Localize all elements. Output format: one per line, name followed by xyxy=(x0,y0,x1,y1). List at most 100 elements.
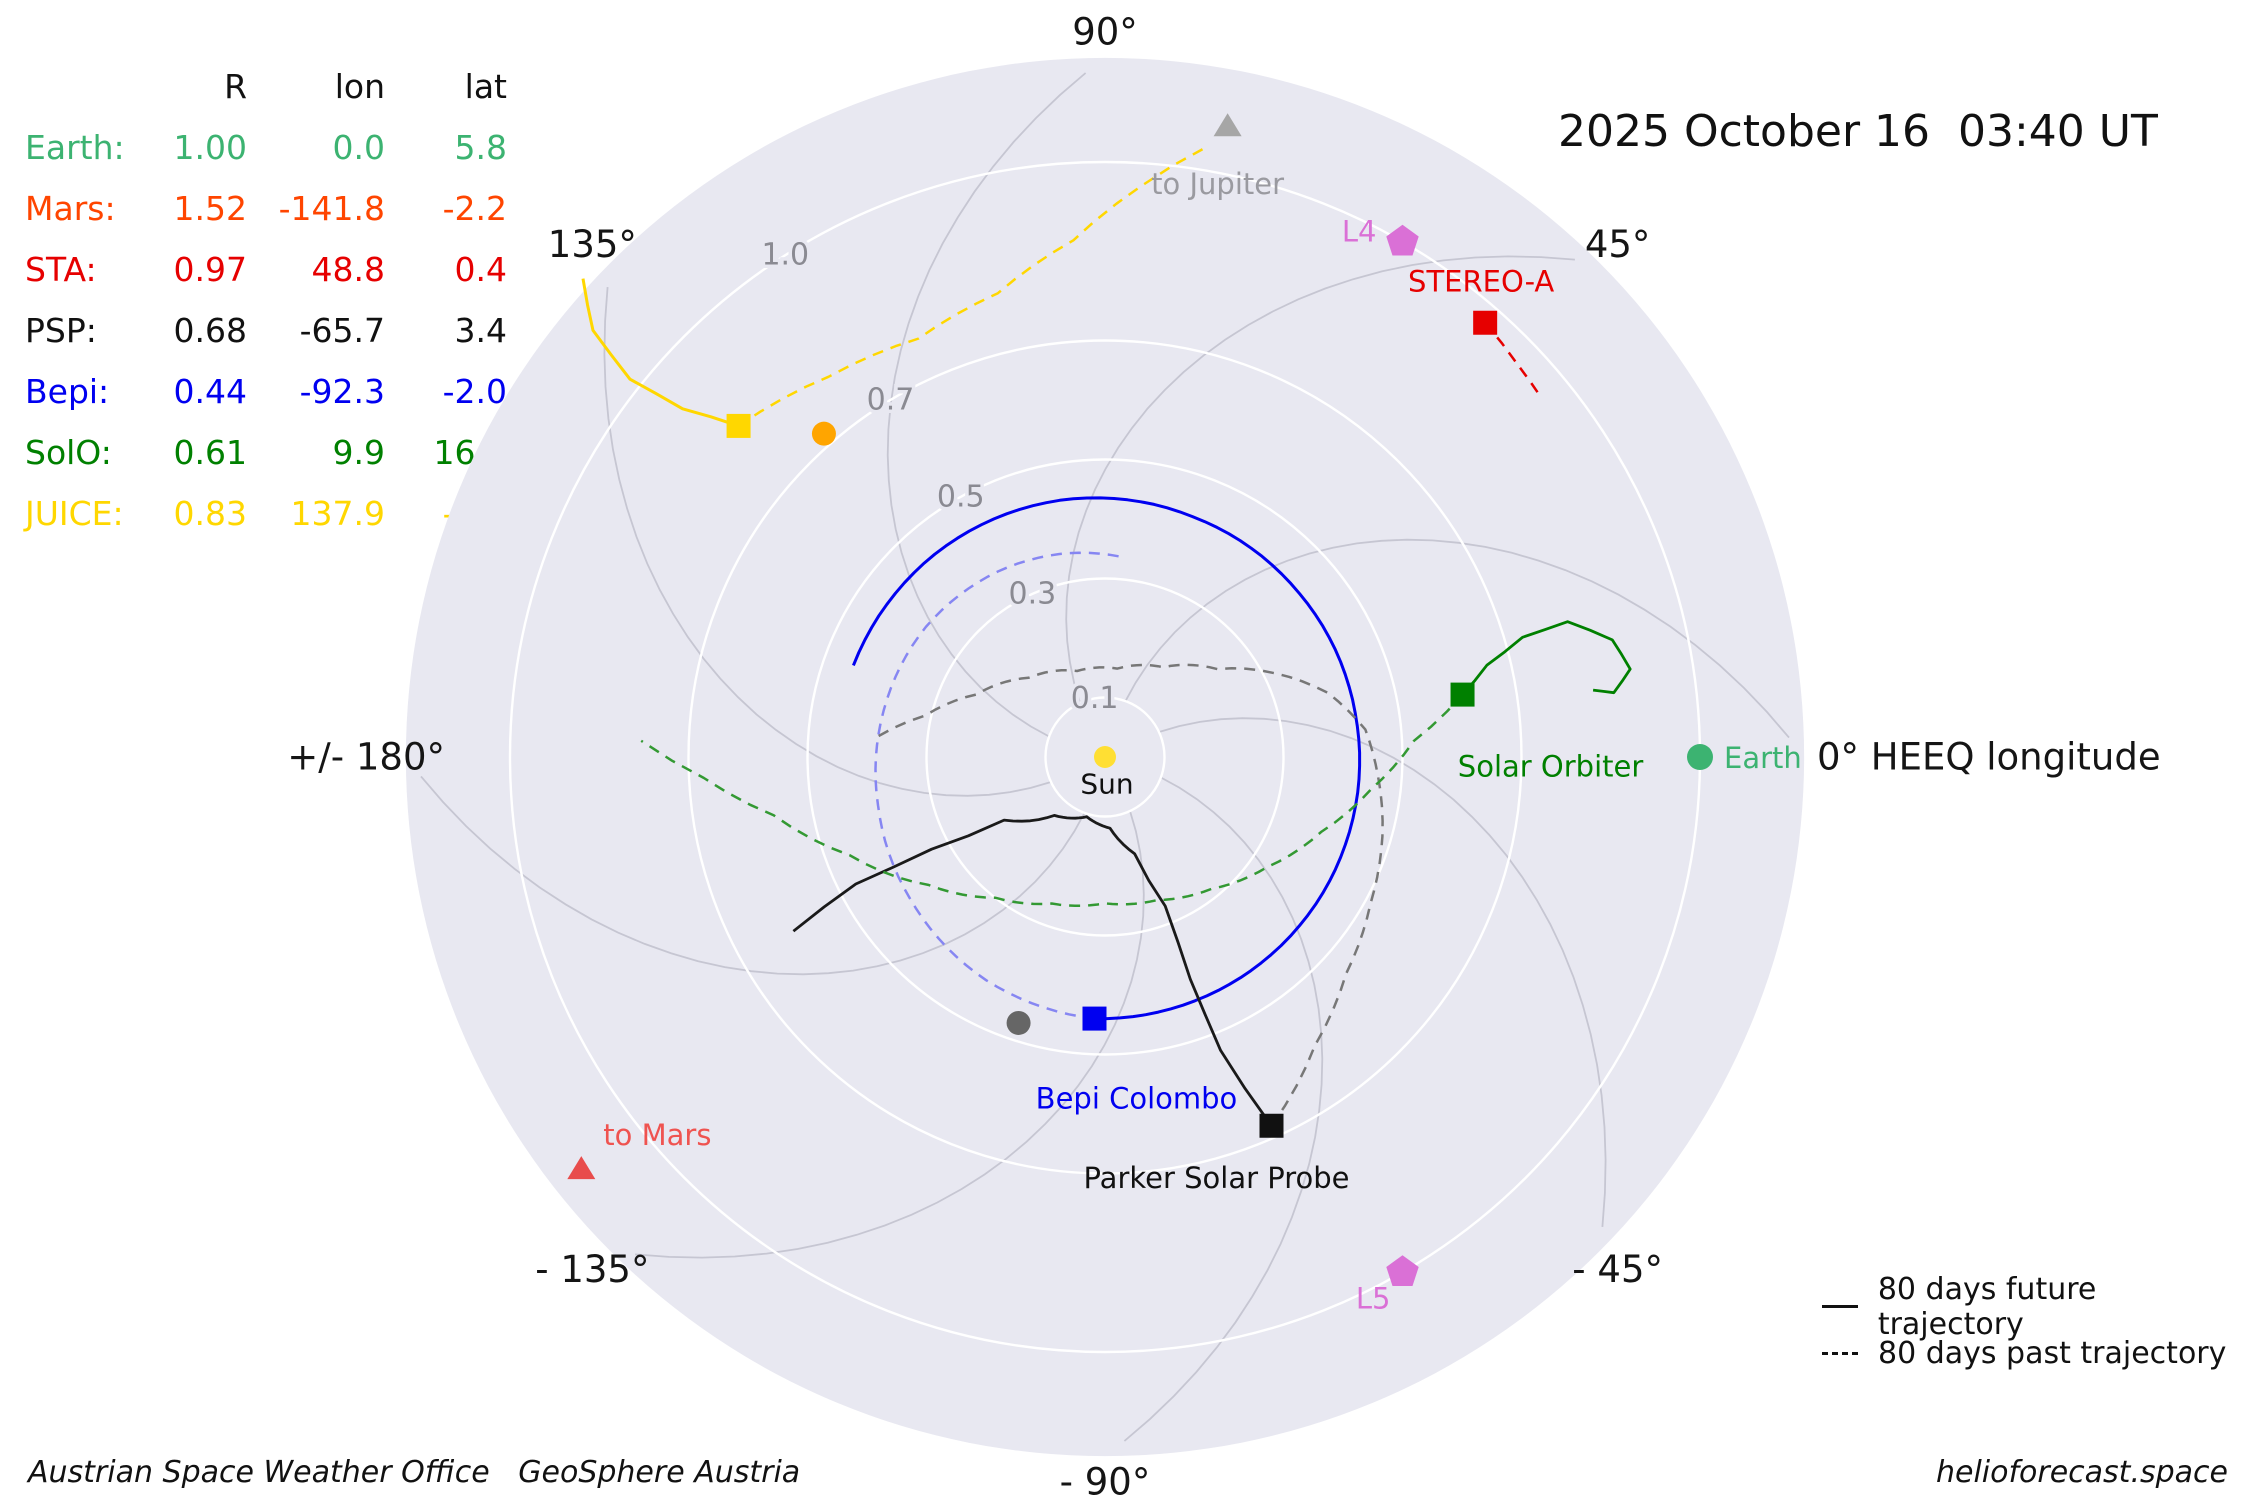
grid-spiral-6 xyxy=(1123,776,1324,1442)
rtick-label-0.1: 0.1 xyxy=(1071,681,1119,716)
parker-solar-probe-label: Parker Solar Probe xyxy=(1083,1161,1349,1195)
footer-left: Austrian Space Weather Office GeoSphere … xyxy=(28,1455,801,1490)
table-label-juice: JUICE: xyxy=(25,494,124,533)
trajectory-solo-past xyxy=(640,693,1464,908)
table-R-bepi: 0.44 xyxy=(173,372,247,411)
table-label-earth: Earth: xyxy=(25,128,125,167)
table-lon-mars: -141.8 xyxy=(278,189,385,228)
datetime-title: 2025 October 16 03:40 UT xyxy=(1558,106,2158,157)
table-header-R: R xyxy=(224,67,247,106)
grid-spiral-1 xyxy=(1065,255,1575,704)
table-lat-bepi: -2.0 xyxy=(442,372,507,411)
lagrange-l5-label: L5 xyxy=(1356,1281,1391,1315)
sun-label: Sun xyxy=(1080,768,1133,801)
lagrange-l4-label: L4 xyxy=(1342,215,1377,249)
grid-spiral-7 xyxy=(1158,717,1607,1227)
legend-solid-line-icon xyxy=(1822,1305,1858,1308)
grid-spiral-0 xyxy=(1124,538,1790,739)
grid-spiral-4 xyxy=(420,775,1086,976)
legend-past-label: 80 days past trajectory xyxy=(1878,1336,2227,1371)
angle-label-90: 90° xyxy=(1072,11,1138,54)
table-R-mars: 1.52 xyxy=(173,189,247,228)
table-header-lat: lat xyxy=(464,67,507,106)
table-lon-sta: 48.8 xyxy=(311,250,385,289)
table-lon-bepi: -92.3 xyxy=(299,372,385,411)
sun-marker xyxy=(1094,746,1116,768)
bepi-colombo-marker xyxy=(1082,1006,1107,1031)
unlabeled-gray-circle-marker xyxy=(1006,1010,1031,1035)
footer-right: helioforecast.space xyxy=(1935,1455,2228,1490)
grid-ring-0.7 xyxy=(687,339,1523,1175)
rtick-label-0.5: 0.5 xyxy=(937,479,985,514)
trajectory-legend: 80 days future trajectory 80 days past t… xyxy=(1822,1272,2250,1377)
trajectory-psp-past xyxy=(876,663,1384,1127)
table-row-earth: Earth: 1.00 0.0 5.8 xyxy=(25,117,507,178)
table-R-psp: 0.68 xyxy=(173,311,247,350)
table-R-juice: 0.83 xyxy=(173,494,247,533)
table-R-earth: 1.00 xyxy=(173,128,247,167)
trajectory-bepi-past xyxy=(874,551,1120,1020)
table-header-lon: lon xyxy=(334,67,385,106)
legend-dashed-line-icon xyxy=(1822,1352,1858,1355)
table-label-bepi: Bepi: xyxy=(25,372,110,411)
table-lon-psp: -65.7 xyxy=(299,311,385,350)
angle-label--135: - 135° xyxy=(535,1248,649,1291)
grid-spiral-5 xyxy=(635,810,1145,1259)
legend-future-label: 80 days future trajectory xyxy=(1877,1271,2097,1342)
unlabeled-orange-circle-marker xyxy=(811,421,836,446)
rtick-label-0.7: 0.7 xyxy=(867,382,915,417)
solar-orbiter-label: Solar Orbiter xyxy=(1458,750,1644,784)
grid-ring-0.1 xyxy=(1044,696,1166,818)
earth-marker xyxy=(1687,744,1713,770)
to-mars-marker xyxy=(567,1156,596,1180)
to-jupiter-label: to Jupiter xyxy=(1151,167,1284,201)
stereo-a-marker xyxy=(1473,310,1498,335)
table-row-sta: STA: 0.97 48.8 0.4 xyxy=(25,239,507,300)
lagrange-l5-marker xyxy=(1386,1255,1419,1286)
table-row-bepi: Bepi: 0.44 -92.3 -2.0 xyxy=(25,361,507,422)
parker-solar-probe-marker xyxy=(1259,1113,1284,1138)
grid-spiral-3 xyxy=(603,287,1052,797)
table-row-psp: PSP: 0.68 -65.7 3.4 xyxy=(25,300,507,361)
table-label-solo: SolO: xyxy=(25,433,112,472)
table-lon-juice: 137.9 xyxy=(290,494,385,533)
legend-item-future: 80 days future trajectory xyxy=(1822,1272,2250,1342)
table-lon-solo: 9.9 xyxy=(332,433,385,472)
table-R-solo: 0.61 xyxy=(173,433,247,472)
table-lat-sta: 0.4 xyxy=(454,250,507,289)
legend-item-past: 80 days past trajectory xyxy=(1822,1330,2250,1377)
angle-label-0: 0° HEEQ longitude xyxy=(1817,736,2161,779)
angle-label--45: - 45° xyxy=(1572,1248,1663,1291)
angle-label-180: +/- 180° xyxy=(287,736,445,779)
table-R-sta: 0.97 xyxy=(173,250,247,289)
table-label-psp: PSP: xyxy=(25,311,97,350)
table-lat-psp: 3.4 xyxy=(454,311,507,350)
stereo-a-label: STEREO-A xyxy=(1408,265,1554,299)
juice-marker xyxy=(726,413,751,438)
table-lon-earth: 0.0 xyxy=(332,128,385,167)
trajectory-bepi-future xyxy=(852,496,1362,1021)
angle-label--90: - 90° xyxy=(1060,1461,1151,1500)
table-lat-earth: 5.8 xyxy=(454,128,507,167)
bepi-colombo-label: Bepi Colombo xyxy=(1036,1082,1238,1116)
trajectory-juice-future xyxy=(581,278,740,428)
rtick-label-0.3: 0.3 xyxy=(1009,576,1057,611)
trajectory-solo-future xyxy=(1461,620,1632,696)
trajectory-psp-future xyxy=(792,814,1273,1127)
table-label-sta: STA: xyxy=(25,250,97,289)
angle-label-135: 135° xyxy=(548,223,637,266)
table-label-mars: Mars: xyxy=(25,189,116,228)
angle-label-45: 45° xyxy=(1585,223,1651,266)
table-lat-mars: -2.2 xyxy=(442,189,507,228)
solar-orbiter-marker xyxy=(1450,682,1475,707)
table-row-mars: Mars: 1.52 -141.8 -2.2 xyxy=(25,178,507,239)
trajectory-stereo-a-past xyxy=(1484,321,1543,399)
to-jupiter-marker xyxy=(1213,113,1242,137)
earth-label: Earth xyxy=(1724,741,1802,775)
grid-spiral-2 xyxy=(886,72,1087,738)
to-mars-label: to Mars xyxy=(603,1118,711,1152)
